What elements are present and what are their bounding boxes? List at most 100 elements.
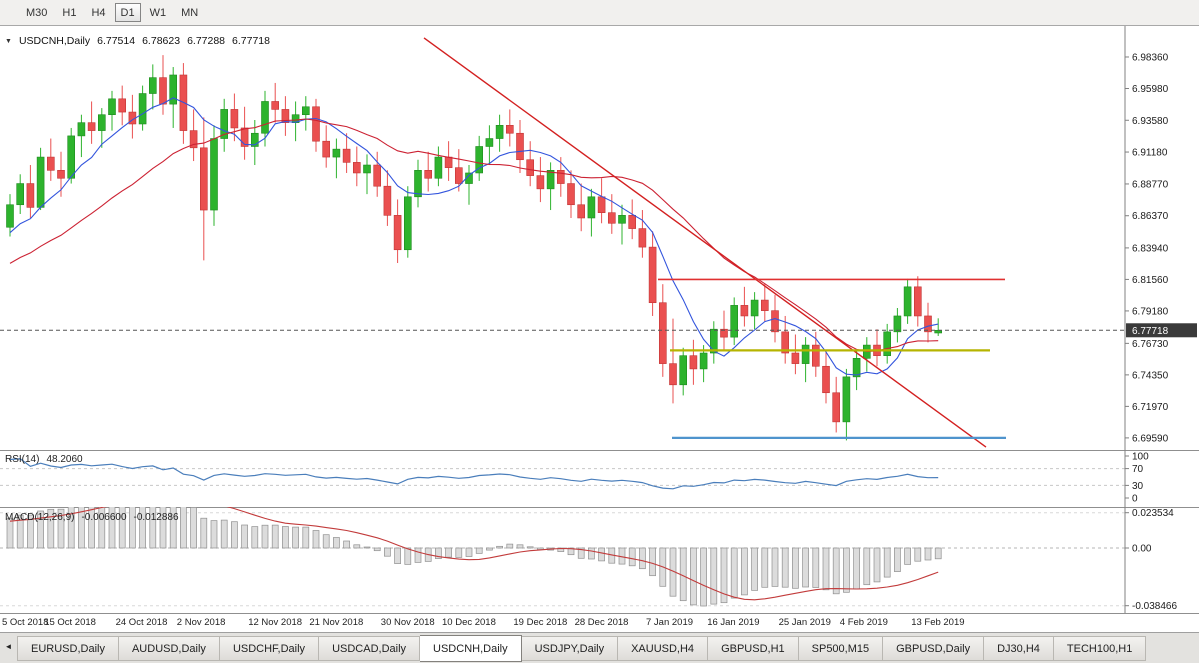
candle-bearish bbox=[26, 165, 35, 218]
macd-histogram-bar bbox=[710, 547, 718, 605]
chart-tab-gbpusd-daily[interactable]: GBPUSD,Daily bbox=[883, 636, 985, 661]
macd-histogram-bar bbox=[934, 547, 942, 560]
candle-bullish bbox=[403, 186, 412, 258]
macd-histogram-bar bbox=[312, 530, 320, 549]
candle-bearish bbox=[873, 329, 881, 367]
macd-panel[interactable]: 0.023534 0.00 -0.038466 bbox=[0, 507, 1199, 613]
chart-tab-eurusd-daily[interactable]: EURUSD,Daily bbox=[17, 636, 119, 661]
candle-bearish bbox=[505, 109, 514, 147]
candle-bearish bbox=[822, 350, 830, 404]
timeframe-toolbar: M30 H1 H4 D1 W1 MN bbox=[0, 0, 1199, 26]
chart-ohlc-header: ▼ USDCNH,Daily 6.77514 6.78623 6.77288 6… bbox=[5, 35, 270, 47]
time-axis[interactable]: 5 Oct 2018 15 Oct 2018 24 Oct 2018 2 Nov 20… bbox=[0, 613, 1199, 632]
macd-histogram-bar bbox=[27, 514, 34, 549]
candle-bullish bbox=[434, 146, 443, 187]
timeframe-button-mn[interactable]: MN bbox=[181, 6, 199, 19]
chart-tab-xauusd-h4[interactable]: XAUUSD,H4 bbox=[618, 636, 709, 661]
candle-bullish bbox=[679, 347, 688, 396]
timeframe-button-w1[interactable]: W1 bbox=[149, 6, 167, 19]
candle-bearish bbox=[924, 302, 932, 343]
candle-bullish bbox=[67, 127, 75, 184]
candle-bullish bbox=[98, 108, 106, 148]
time-axis-label: 7 Jan 2019 bbox=[646, 617, 694, 628]
candle-bearish bbox=[516, 120, 524, 173]
timeframe-button-d1[interactable]: D1 bbox=[114, 3, 141, 22]
descending-trendline[interactable] bbox=[423, 37, 987, 448]
macd-histogram-bar bbox=[598, 547, 605, 562]
candle-bearish bbox=[46, 138, 55, 181]
timeframe-button-h1[interactable]: H1 bbox=[62, 6, 77, 19]
ma-fast-line[interactable] bbox=[9, 97, 939, 376]
chart-tab-gbpusd-h1[interactable]: GBPUSD,H1 bbox=[708, 636, 799, 661]
candle-bullish bbox=[883, 323, 892, 364]
candle-bearish bbox=[760, 284, 769, 322]
candle-bearish bbox=[352, 146, 361, 187]
chart-tabbar: ◄ EURUSD,Daily AUDUSD,Daily USDCHF,Daily US… bbox=[0, 632, 1199, 663]
timeframe-button-h4[interactable]: H4 bbox=[91, 6, 106, 19]
ohlc-open-value: 6.77514 bbox=[97, 35, 136, 47]
macd-signal-line bbox=[9, 507, 939, 601]
candle-bullish bbox=[36, 147, 45, 211]
main-chart[interactable]: 6.98360 6.95980 6.93580 6.91180 6.88770 6.863… bbox=[0, 26, 1199, 450]
chart-tab-usdjpy-daily[interactable]: USDJPY,Daily bbox=[521, 636, 619, 661]
candle-bullish bbox=[485, 125, 494, 166]
candle-bearish bbox=[281, 96, 290, 136]
macd-histogram-bar bbox=[822, 547, 830, 591]
chart-tab-usdcnh-daily[interactable]: USDCNH,Daily bbox=[420, 635, 522, 662]
macd-histogram-bar bbox=[169, 507, 177, 549]
macd-histogram-bar bbox=[37, 510, 44, 549]
price-axis-label: 6.95980 bbox=[1132, 84, 1169, 95]
rsi-axis-label: 0 bbox=[1132, 494, 1138, 505]
candle-bullish bbox=[16, 174, 25, 215]
candle-bearish bbox=[128, 94, 137, 139]
ma-slow-line[interactable] bbox=[9, 118, 939, 352]
time-axis-label: 19 Dec 2018 bbox=[513, 617, 568, 628]
price-axis-label: 6.74350 bbox=[1132, 370, 1169, 381]
time-axis-label: 30 Nov 2018 bbox=[380, 617, 435, 628]
time-axis-label: 10 Dec 2018 bbox=[442, 617, 496, 628]
macd-histogram-bar bbox=[6, 517, 14, 549]
macd-histogram-bar bbox=[516, 544, 524, 549]
chart-tab-dj30-h4[interactable]: DJ30,H4 bbox=[984, 636, 1054, 661]
candle-bearish bbox=[597, 178, 606, 224]
chart-tab-usdchf-daily[interactable]: USDCHF,Daily bbox=[219, 636, 320, 661]
candle-bullish bbox=[414, 159, 422, 208]
candle-bearish bbox=[567, 170, 575, 218]
candle-bullish bbox=[220, 98, 228, 152]
tab-scroll-left-button[interactable]: ◄ bbox=[4, 642, 13, 651]
macd-histogram-bar bbox=[832, 547, 840, 595]
price-axis-label: 6.69590 bbox=[1132, 433, 1169, 444]
candle-bearish bbox=[373, 151, 382, 197]
candle-bullish bbox=[852, 350, 861, 391]
macd-histogram-bar bbox=[343, 540, 350, 549]
macd-histogram-bar bbox=[282, 526, 289, 549]
macd-histogram-bar bbox=[47, 508, 55, 549]
macd-histogram-bar bbox=[690, 547, 697, 606]
time-axis-label: 5 Oct 2018 bbox=[2, 617, 49, 628]
chart-area: ▼ USDCNH,Daily 6.77514 6.78623 6.77288 6… bbox=[0, 26, 1199, 632]
candle-bullish bbox=[77, 114, 86, 158]
candle-bearish bbox=[526, 141, 535, 187]
time-axis-label: 4 Feb 2019 bbox=[839, 617, 888, 628]
candle-bullish bbox=[261, 90, 269, 147]
candle-bearish bbox=[740, 286, 749, 327]
chart-tab-sp500-m15[interactable]: SP500,M15 bbox=[798, 636, 884, 661]
macd-histogram-bar bbox=[78, 507, 85, 549]
macd-histogram-bar bbox=[271, 524, 279, 549]
macd-histogram-bar bbox=[781, 547, 789, 588]
macd-histogram-bar bbox=[628, 547, 636, 567]
chart-tab-audusd-daily[interactable]: AUDUSD,Daily bbox=[118, 636, 220, 661]
candle-bullish bbox=[465, 165, 473, 205]
chart-tab-usdcad-daily[interactable]: USDCAD,Daily bbox=[319, 636, 421, 661]
candle-bearish bbox=[424, 151, 433, 192]
candle-bearish bbox=[454, 149, 463, 192]
macd-histogram-bar bbox=[333, 537, 340, 549]
candle-bearish bbox=[189, 109, 198, 162]
macd-histogram-bar bbox=[741, 547, 748, 596]
macd-histogram-bar bbox=[486, 547, 493, 551]
time-axis-label: 25 Jan 2019 bbox=[778, 617, 831, 628]
chart-tab-tech100-h1[interactable]: TECH100,H1 bbox=[1053, 636, 1147, 661]
timeframe-button-m30[interactable]: M30 bbox=[26, 6, 48, 19]
